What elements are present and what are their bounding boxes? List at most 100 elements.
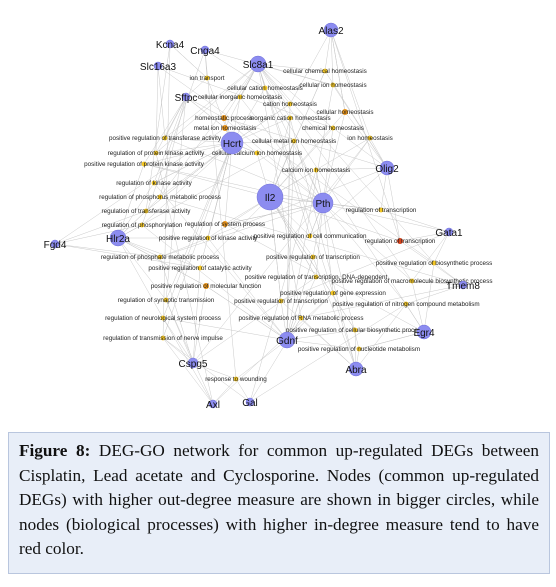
go-node: [233, 376, 239, 382]
edge: [212, 378, 237, 405]
edge: [143, 96, 187, 165]
go-node: [342, 109, 348, 115]
edge: [164, 63, 259, 139]
gene-label: Tmem8: [446, 281, 480, 292]
edge: [264, 87, 425, 333]
gene-node: [379, 160, 395, 176]
go-label: cellular ion homeostasis: [299, 82, 366, 89]
edge: [192, 362, 237, 380]
edge: [293, 140, 324, 204]
gene-node: [348, 361, 364, 377]
gene-node: [165, 39, 175, 49]
go-node: [397, 238, 403, 244]
edge: [235, 339, 288, 380]
go-node: [367, 135, 373, 141]
go-node: [203, 283, 209, 289]
edge: [141, 224, 288, 341]
edge: [322, 111, 346, 204]
gene-label: Gal: [242, 398, 258, 409]
gene-label: Il2: [265, 193, 276, 204]
go-label: homeostatic process: [195, 115, 253, 122]
gene-node: [208, 399, 218, 409]
edge: [159, 63, 259, 198]
go-label: positive regulation of cellular biosynth…: [286, 327, 424, 334]
edge: [155, 63, 259, 154]
edge: [235, 378, 251, 403]
go-node: [310, 254, 316, 260]
edge: [286, 276, 317, 341]
edge: [332, 292, 357, 370]
edge: [54, 210, 147, 245]
edge: [143, 142, 233, 165]
go-label: positive regulation of cell communicatio…: [253, 233, 367, 240]
edge: [322, 202, 360, 350]
go-label: cation homeostasis: [263, 101, 317, 108]
gene-label: Alas2: [318, 26, 343, 37]
gene-label: Gdnf: [276, 336, 298, 347]
edge: [185, 96, 258, 154]
go-label: regulation of transmission of nerve impu…: [103, 335, 223, 342]
edge: [224, 223, 425, 333]
go-label: regulation of kinase activity: [116, 180, 192, 187]
go-node: [222, 221, 228, 227]
edge: [257, 63, 291, 105]
gene-node: [181, 92, 191, 102]
go-label: regulation of phosphorus metabolic proce…: [99, 194, 221, 201]
edge: [192, 276, 317, 364]
go-label: regulation of protein kinase activity: [108, 150, 205, 157]
go-terms: ion transport cellular chemical homeostas…: [84, 68, 492, 383]
go-node: [298, 315, 304, 321]
edge: [162, 142, 233, 319]
go-label: positive regulation of transcription: [234, 298, 328, 305]
go-node: [322, 68, 328, 74]
edge: [330, 29, 371, 139]
edge: [280, 231, 450, 302]
go-label: positive regulation of nitrogen compound…: [332, 301, 479, 308]
edge: [162, 337, 251, 403]
edge: [286, 339, 360, 350]
edge: [162, 337, 214, 405]
gene-label: Pth: [315, 199, 330, 210]
gene-node: [153, 61, 163, 71]
go-label: calcium ion homeostasis: [282, 167, 351, 174]
go-node: [153, 150, 159, 156]
edge: [257, 63, 435, 264]
go-node: [205, 235, 211, 241]
go-node: [157, 194, 163, 200]
go-label: chemical homeostasis: [302, 125, 364, 132]
go-label: cellular homeostasis: [316, 109, 373, 116]
edge: [380, 209, 450, 233]
go-label: positive regulation of kinase activity: [159, 235, 259, 242]
go-node: [291, 138, 297, 144]
go-label: cellular calcium ion homeostasis: [212, 150, 302, 157]
edge: [192, 267, 201, 364]
caption-text: DEG-GO network for common up-regulated D…: [19, 441, 539, 558]
edge: [257, 63, 326, 72]
edge: [257, 63, 413, 282]
edge: [117, 163, 145, 239]
edge: [223, 117, 324, 204]
gene-label: Hlr2a: [106, 234, 130, 245]
edge: [332, 84, 388, 169]
edge: [423, 262, 435, 333]
edge: [162, 317, 194, 364]
edge: [332, 127, 388, 169]
edge: [153, 96, 187, 184]
gene-label: Slc16a3: [140, 62, 177, 73]
go-label: positive regulation of gene expression: [280, 290, 386, 297]
go-node: [197, 265, 203, 271]
gene-node: [50, 239, 60, 249]
edge: [54, 243, 201, 269]
edge: [185, 77, 208, 98]
go-node: [222, 125, 228, 131]
go-node: [204, 75, 210, 81]
go-node: [162, 135, 168, 141]
edge: [162, 337, 194, 364]
edge: [322, 202, 413, 282]
edge: [117, 237, 167, 301]
edge: [411, 280, 464, 286]
edge: [300, 317, 357, 370]
gene-node: [312, 192, 334, 214]
go-label: positive regulation of RNA metabolic pro…: [239, 315, 364, 322]
edge: [330, 29, 334, 86]
